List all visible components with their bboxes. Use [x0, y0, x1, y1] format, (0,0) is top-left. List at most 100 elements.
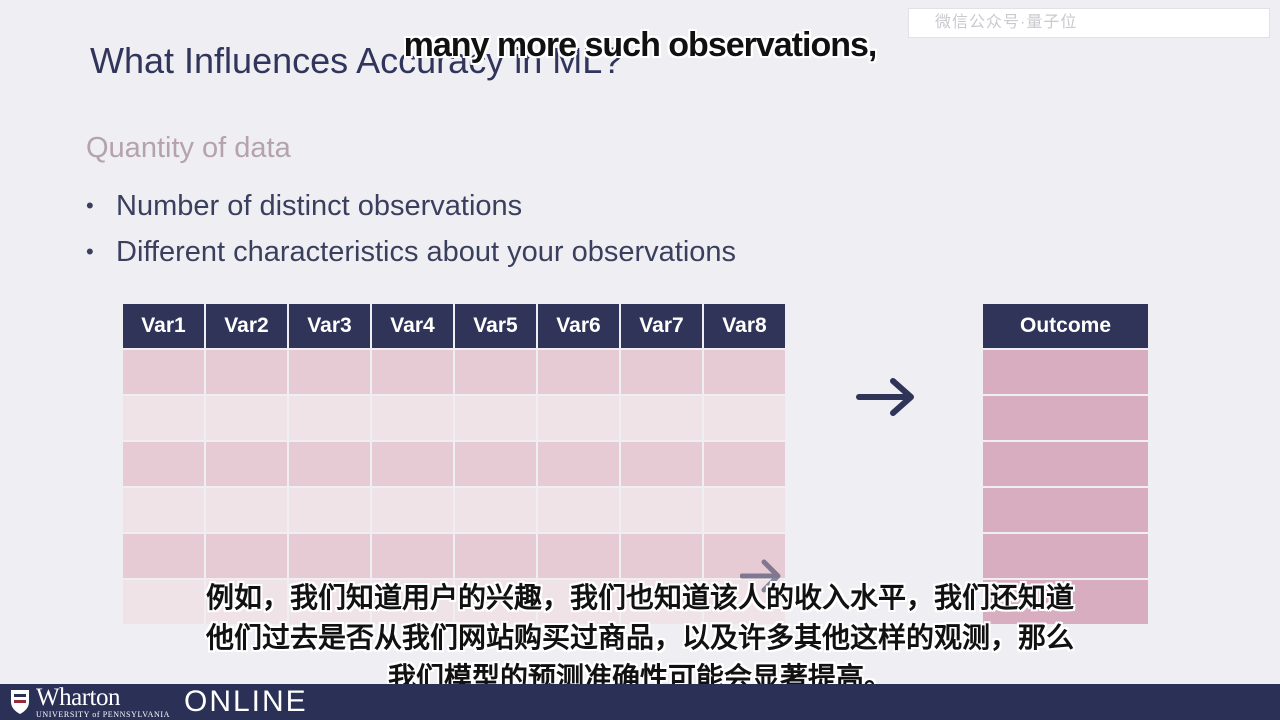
table-cell: [123, 394, 206, 440]
outcome-cell: [983, 486, 1148, 532]
outcome-body: [983, 348, 1148, 624]
table-cell: [372, 440, 455, 486]
table-row: [123, 394, 785, 440]
table-cell: [289, 486, 372, 532]
table-cell: [538, 348, 621, 394]
table-cell: [289, 348, 372, 394]
table-cell: [538, 394, 621, 440]
subtitle-chinese-line: 例如，我们知道用户的兴趣，我们也知道该人的收入水平，我们还知道: [205, 581, 1074, 614]
var-header: Var8: [704, 304, 785, 348]
table-cell: [538, 440, 621, 486]
table-cell: [206, 348, 289, 394]
bullet-item: • Number of distinct observations: [86, 186, 736, 232]
table-cell: [621, 440, 704, 486]
table-cell: [123, 348, 206, 394]
table-cell: [538, 532, 621, 578]
table-cell: [289, 440, 372, 486]
outcome-row: [983, 440, 1148, 486]
table-cell: [621, 394, 704, 440]
outcome-header-row: Outcome: [983, 304, 1148, 348]
bullet-item: • Different characteristics about your ob…: [86, 232, 736, 278]
slide-subheading: Quantity of data: [86, 132, 291, 164]
table-row: [123, 532, 785, 578]
slide-title: What Influences Accuracy in ML?: [90, 40, 623, 81]
table-cell: [455, 348, 538, 394]
outcome-cell: [983, 532, 1148, 578]
table-cell: [289, 532, 372, 578]
logo-online-text: ONLINE: [183, 685, 308, 718]
outcome-row: [983, 578, 1148, 624]
table-cell: [206, 440, 289, 486]
table-row: [123, 348, 785, 394]
var-header: Var5: [455, 304, 538, 348]
table-cell: [123, 440, 206, 486]
var-header: Var7: [621, 304, 704, 348]
table-cell: [289, 578, 372, 624]
table-cell: [123, 486, 206, 532]
variables-header-row: Var1 Var2 Var3 Var4 Var5 Var6 Var7 Var8: [123, 304, 785, 348]
outcome-header: Outcome: [983, 304, 1148, 348]
table-cell: [538, 486, 621, 532]
shield-icon: [11, 690, 29, 714]
table-row: [123, 486, 785, 532]
table-cell: [206, 532, 289, 578]
table-cell: [372, 486, 455, 532]
table-cell: [455, 440, 538, 486]
outcome-cell: [983, 348, 1148, 394]
outcome-cell: [983, 578, 1148, 624]
outcome-row: [983, 348, 1148, 394]
table-cell: [621, 532, 704, 578]
table-cell: [621, 348, 704, 394]
bullet-dot-icon: •: [86, 193, 94, 218]
table-cell: [704, 486, 785, 532]
table-row: [123, 440, 785, 486]
arrow-right-icon-faded: [740, 559, 781, 593]
footer-bar: Wharton UNIVERSITY of PENNSYLVANIA ONLIN…: [0, 684, 1280, 720]
logo-university-text: UNIVERSITY of PENNSYLVANIA: [36, 710, 170, 719]
table-cell: [372, 578, 455, 624]
table-cell: [123, 578, 206, 624]
var-header: Var2: [206, 304, 289, 348]
subtitle-chinese: 例如，我们知道用户的兴趣，我们也知道该人的收入水平，我们还知道 他们过去是否从我…: [0, 578, 1280, 698]
outcome-row: [983, 532, 1148, 578]
table-cell: [704, 394, 785, 440]
table-cell: [621, 578, 704, 624]
table-cell: [372, 348, 455, 394]
table-cell: [538, 578, 621, 624]
subtitle-english: many more such observations,: [403, 26, 878, 64]
outcome-row: [983, 486, 1148, 532]
wharton-online-logo: Wharton UNIVERSITY of PENNSYLVANIA ONLIN…: [10, 684, 308, 720]
table-cell: [372, 532, 455, 578]
table-cell: [206, 394, 289, 440]
subtitle-chinese-line: 他们过去是否从我们网站购买过商品，以及许多其他这样的观测，那么: [205, 621, 1074, 654]
bullet-list: • Number of distinct observations • Differ…: [86, 186, 736, 278]
var-header: Var4: [372, 304, 455, 348]
table-cell: [455, 394, 538, 440]
table-cell: [372, 394, 455, 440]
table-cell: [455, 486, 538, 532]
table-cell: [206, 578, 289, 624]
logo-wharton-text: Wharton: [36, 684, 120, 711]
outcome-row: [983, 394, 1148, 440]
var-header: Var1: [123, 304, 206, 348]
table-cell: [455, 578, 538, 624]
table-cell: [455, 532, 538, 578]
table-cell: [123, 532, 206, 578]
outcome-cell: [983, 394, 1148, 440]
variables-body: [123, 348, 785, 624]
variables-table: Var1 Var2 Var3 Var4 Var5 Var6 Var7 Var8: [123, 304, 785, 624]
arrow-right-icon: [856, 378, 914, 416]
watermark-box: 微信公众号·量子位: [908, 8, 1270, 38]
table-cell: [621, 486, 704, 532]
table-cell: [704, 440, 785, 486]
var-header: Var3: [289, 304, 372, 348]
var-header: Var6: [538, 304, 621, 348]
table-cell: [289, 394, 372, 440]
table-cell: [704, 348, 785, 394]
outcome-table: Outcome: [983, 304, 1148, 624]
outcome-cell: [983, 440, 1148, 486]
bullet-dot-icon: •: [86, 239, 94, 264]
table-row: [123, 578, 785, 624]
table-cell: [206, 486, 289, 532]
